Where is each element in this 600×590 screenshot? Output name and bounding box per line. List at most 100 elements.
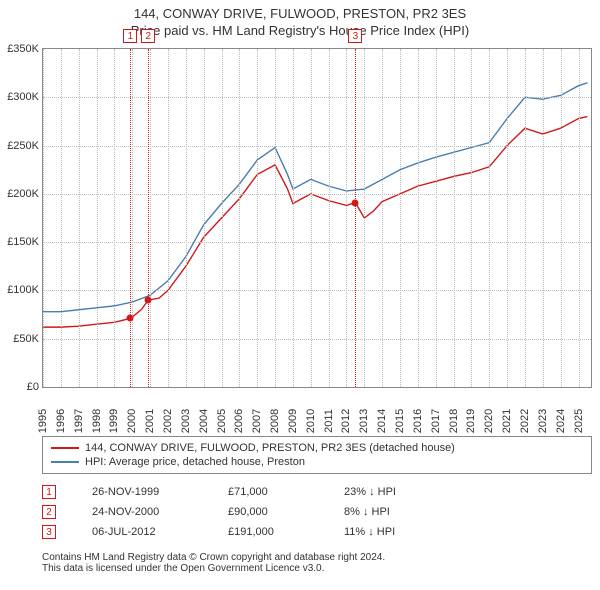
event-line xyxy=(355,49,356,387)
sale-point-dot xyxy=(145,297,152,304)
event-row: 224-NOV-2000£90,0008% ↓ HPI xyxy=(42,502,592,522)
event-delta: 23% ↓ HPI xyxy=(344,486,396,498)
gridline-h xyxy=(43,290,591,291)
gridline-v xyxy=(293,49,294,387)
gridline-v xyxy=(507,49,508,387)
gridline-v xyxy=(239,49,240,387)
event-marker-box: 3 xyxy=(348,29,362,43)
y-axis-label: £50K xyxy=(13,333,39,345)
x-axis-label: 2010 xyxy=(305,409,317,433)
gridline-v xyxy=(382,49,383,387)
gridline-v xyxy=(222,49,223,387)
event-date: 24-NOV-2000 xyxy=(92,506,192,518)
x-axis-label: 1998 xyxy=(91,409,103,433)
x-axis-label: 2004 xyxy=(198,409,210,433)
x-axis-label: 2025 xyxy=(573,409,585,433)
chart-svg xyxy=(43,49,591,387)
gridline-v xyxy=(97,49,98,387)
gridline-v xyxy=(418,49,419,387)
gridline-v xyxy=(204,49,205,387)
gridline-v xyxy=(132,49,133,387)
gridline-v xyxy=(43,49,44,387)
event-row: 126-NOV-1999£71,00023% ↓ HPI xyxy=(42,482,592,502)
sale-point-dot xyxy=(352,199,359,206)
y-axis-label: £300K xyxy=(7,91,39,103)
x-axis-label: 2012 xyxy=(340,409,352,433)
x-axis-label: 2000 xyxy=(126,409,138,433)
x-axis-label: 2024 xyxy=(555,409,567,433)
x-axis-label: 2022 xyxy=(519,409,531,433)
x-axis-label: 2008 xyxy=(269,409,281,433)
x-axis-label: 1996 xyxy=(55,409,67,433)
x-axis-label: 2009 xyxy=(287,409,299,433)
gridline-v xyxy=(561,49,562,387)
gridline-v xyxy=(489,49,490,387)
y-axis-label: £350K xyxy=(7,43,39,55)
gridline-v xyxy=(364,49,365,387)
y-axis-label: £150K xyxy=(7,236,39,248)
plot-area: £0£50K£100K£150K£200K£250K£300K£350K1995… xyxy=(42,48,592,388)
x-axis-label: 2023 xyxy=(537,409,549,433)
legend-item: HPI: Average price, detached house, Pres… xyxy=(51,455,583,469)
chart-container: 144, CONWAY DRIVE, FULWOOD, PRESTON, PR2… xyxy=(0,0,600,574)
x-axis-label: 2011 xyxy=(323,409,335,433)
footer: Contains HM Land Registry data © Crown c… xyxy=(42,552,592,574)
event-date: 06-JUL-2012 xyxy=(92,526,192,538)
event-price: £191,000 xyxy=(228,526,308,538)
x-axis-label: 2001 xyxy=(144,409,156,433)
y-axis-label: £250K xyxy=(7,140,39,152)
footer-line-1: Contains HM Land Registry data © Crown c… xyxy=(42,552,592,563)
chart-subtitle: Price paid vs. HM Land Registry's House … xyxy=(0,23,600,38)
x-axis-label: 2005 xyxy=(216,409,228,433)
legend-swatch xyxy=(51,461,79,463)
gridline-v xyxy=(543,49,544,387)
event-date: 26-NOV-1999 xyxy=(92,486,192,498)
gridline-v xyxy=(257,49,258,387)
gridline-v xyxy=(186,49,187,387)
event-number-box: 2 xyxy=(42,505,56,519)
legend: 144, CONWAY DRIVE, FULWOOD, PRESTON, PR2… xyxy=(42,436,592,474)
gridline-h xyxy=(43,97,591,98)
x-axis-label: 2006 xyxy=(233,409,245,433)
gridline-v xyxy=(579,49,580,387)
chart-titles: 144, CONWAY DRIVE, FULWOOD, PRESTON, PR2… xyxy=(0,0,600,42)
gridline-v xyxy=(329,49,330,387)
chart-title: 144, CONWAY DRIVE, FULWOOD, PRESTON, PR2… xyxy=(0,6,600,21)
x-axis-label: 1997 xyxy=(73,409,85,433)
x-axis-label: 2015 xyxy=(394,409,406,433)
legend-item: 144, CONWAY DRIVE, FULWOOD, PRESTON, PR2… xyxy=(51,441,583,455)
events-table: 126-NOV-1999£71,00023% ↓ HPI224-NOV-2000… xyxy=(42,482,592,542)
gridline-v xyxy=(400,49,401,387)
gridline-v xyxy=(275,49,276,387)
x-axis-label: 1999 xyxy=(108,409,120,433)
gridline-v xyxy=(150,49,151,387)
y-axis-label: £200K xyxy=(7,188,39,200)
sale-point-dot xyxy=(127,315,134,322)
y-axis-label: £100K xyxy=(7,284,39,296)
event-marker-box: 1 xyxy=(123,29,137,43)
gridline-h xyxy=(43,339,591,340)
legend-label: HPI: Average price, detached house, Pres… xyxy=(85,456,305,468)
event-number-box: 3 xyxy=(42,525,56,539)
event-price: £71,000 xyxy=(228,486,308,498)
gridline-v xyxy=(114,49,115,387)
gridline-v xyxy=(61,49,62,387)
event-marker-box: 2 xyxy=(141,29,155,43)
gridline-v xyxy=(436,49,437,387)
legend-swatch xyxy=(51,447,79,449)
gridline-v xyxy=(454,49,455,387)
x-axis-label: 2002 xyxy=(162,409,174,433)
gridline-v xyxy=(79,49,80,387)
x-axis-label: 2014 xyxy=(376,409,388,433)
x-axis-label: 2019 xyxy=(465,409,477,433)
gridline-v xyxy=(525,49,526,387)
gridline-h xyxy=(43,242,591,243)
x-axis-label: 2017 xyxy=(430,409,442,433)
footer-line-2: This data is licensed under the Open Gov… xyxy=(42,563,592,574)
series-line-property xyxy=(43,117,587,328)
x-axis-label: 2007 xyxy=(251,409,263,433)
gridline-v xyxy=(471,49,472,387)
x-axis-label: 2016 xyxy=(412,409,424,433)
event-delta: 8% ↓ HPI xyxy=(344,506,390,518)
gridline-v xyxy=(311,49,312,387)
